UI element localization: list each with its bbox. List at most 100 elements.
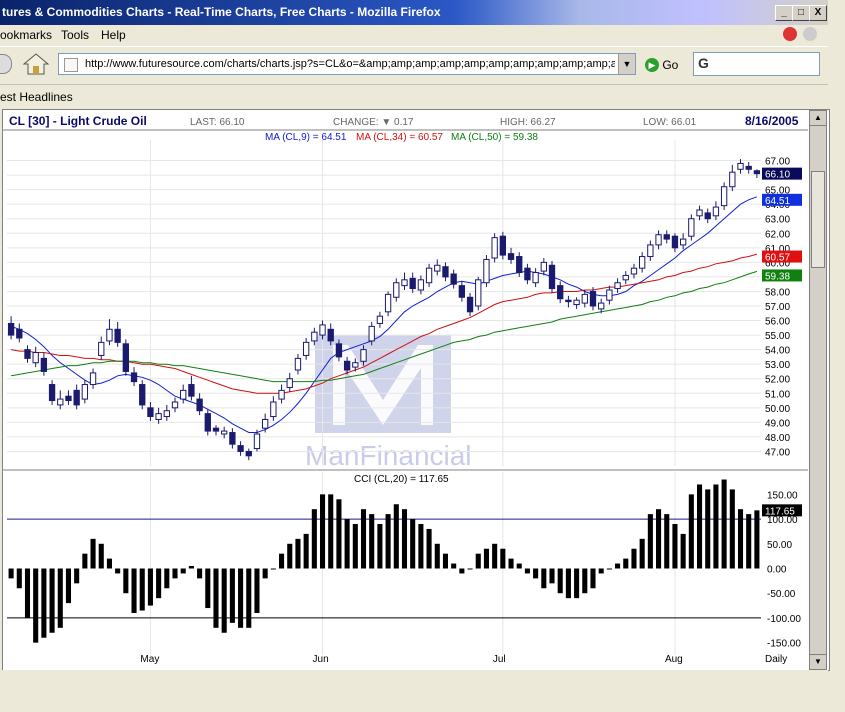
candle-body (57, 398, 64, 406)
menu-tools[interactable]: Tools (61, 28, 90, 42)
candle-body (237, 445, 244, 452)
candle-body (663, 234, 670, 240)
candle-body (614, 282, 621, 290)
maximize-button[interactable]: □ (792, 5, 810, 21)
cci-bar (385, 514, 391, 569)
candle-body (606, 289, 613, 301)
price-tick-label: 56.00 (765, 317, 790, 328)
cci-bar (164, 568, 170, 589)
chart-symbol: CL [30] - Light Crude Oil (9, 114, 147, 128)
candle-body (720, 186, 728, 207)
cci-bar (213, 568, 219, 628)
candle-body (81, 384, 89, 400)
cci-bar (123, 568, 129, 594)
cci-bar (139, 568, 145, 611)
cci-bar (410, 519, 416, 569)
cci-bar (49, 568, 55, 633)
cci-bar (106, 558, 112, 569)
candle-body (122, 343, 130, 372)
legend-ma9: MA (CL,9) = 64.51 (265, 132, 347, 143)
cci-bar (434, 543, 440, 569)
go-label: Go (662, 57, 679, 72)
candle-body (16, 328, 23, 339)
current-value-label: 64.51 (765, 196, 790, 207)
candle-body (442, 266, 449, 278)
candle-body (458, 285, 466, 298)
go-button[interactable]: ▶ Go (645, 55, 690, 73)
cci-bar (65, 568, 72, 604)
candle-body (106, 328, 113, 342)
page-icon (64, 58, 78, 72)
candle-body (139, 384, 146, 406)
cci-bar (254, 568, 260, 613)
vertical-scrollbar[interactable]: ▲ ▼ (809, 110, 827, 670)
candle-body (499, 235, 507, 256)
scroll-up-icon[interactable]: ▲ (810, 111, 826, 126)
candle-body (745, 165, 752, 170)
candle-body (163, 410, 170, 418)
scroll-down-icon[interactable]: ▼ (810, 654, 826, 669)
cci-bar (344, 519, 350, 569)
cci-bar (352, 524, 358, 569)
candle-body (737, 162, 744, 170)
cci-bar (287, 543, 293, 569)
menu-help[interactable]: Help (101, 28, 126, 42)
cci-bar (475, 553, 481, 569)
legend-ma50: MA (CL,50) = 59.38 (451, 132, 538, 143)
scroll-thumb[interactable] (811, 171, 825, 268)
candle-body (89, 372, 97, 386)
window-title-bar: tures & Commodities Charts - Real-Time C… (0, 0, 828, 25)
current-value-label: 66.10 (765, 170, 790, 181)
cci-bar (696, 484, 703, 569)
candle-body (589, 290, 597, 307)
candle-body (434, 264, 441, 272)
cci-bar (24, 568, 31, 618)
candle-body (638, 256, 646, 269)
cci-bar (533, 568, 539, 579)
candle-body (294, 357, 302, 371)
price-tick-label: 55.00 (765, 331, 790, 342)
candle-body (286, 378, 293, 388)
candle-body (130, 372, 138, 383)
menu-bookmarks[interactable]: ookmarks (0, 28, 53, 42)
cci-bar (295, 538, 301, 569)
cci-bar (98, 543, 104, 569)
minimize-button[interactable]: _ (775, 5, 793, 21)
bookmarks-toolbar: est Headlines (0, 84, 828, 109)
address-bar[interactable]: http://www.futuresource.com/charts/chart… (58, 53, 636, 75)
cci-bar (82, 553, 88, 569)
cci-bar (303, 533, 309, 569)
candle-body (212, 427, 220, 432)
candle-body (32, 352, 39, 364)
chevron-down-icon[interactable]: ▼ (618, 54, 635, 74)
cci-bar (156, 568, 162, 599)
cci-bar (188, 566, 194, 569)
cci-current-label: 117.65 (765, 506, 795, 517)
candle-body (7, 322, 15, 336)
candle-body (507, 253, 515, 260)
candle-body (188, 384, 195, 397)
cci-current-tag (762, 504, 802, 517)
close-button[interactable]: X (809, 5, 827, 21)
price-tick-label: 58.00 (765, 287, 790, 298)
bookmark-latest-headlines[interactable]: est Headlines (0, 90, 73, 104)
cci-tick-label: 50.00 (767, 540, 792, 551)
cci-bar (229, 568, 235, 623)
cci-bar (705, 489, 711, 569)
legend-cci: CCI (CL,20) = 117.65 (354, 474, 449, 485)
candle-body (147, 407, 154, 418)
search-input[interactable]: G (693, 52, 820, 76)
candle-body (352, 362, 359, 368)
cci-bar (172, 568, 178, 579)
cci-bar (549, 568, 555, 584)
candle-body (425, 267, 433, 284)
stop-icon[interactable] (783, 27, 797, 41)
candle-body (278, 389, 285, 400)
home-icon[interactable] (22, 52, 50, 76)
menu-bar: ookmarks Tools Help (0, 25, 828, 45)
candle-body (573, 299, 580, 306)
candle-body (688, 218, 695, 237)
cci-tick-label: -100.00 (767, 614, 801, 625)
current-value-tag (762, 167, 802, 180)
cci-bar (672, 524, 678, 569)
